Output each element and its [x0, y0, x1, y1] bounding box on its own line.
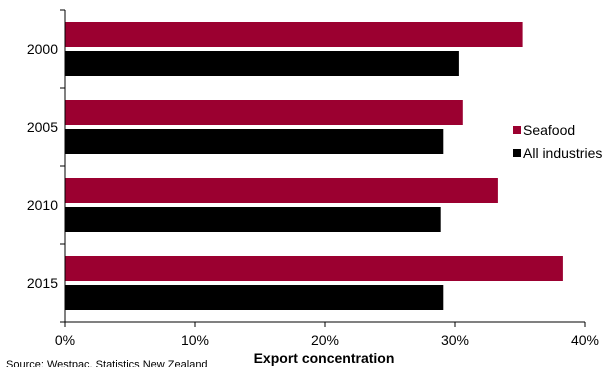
x-tick-label: 10% — [181, 332, 209, 348]
legend-swatch-all-industries — [513, 149, 521, 157]
x-tick-label: 20% — [311, 332, 339, 348]
source-note: Source: Westpac, Statistics New Zealand — [6, 359, 208, 367]
y-tick-label: 2010 — [27, 197, 58, 213]
labels-layer: 2000 2005 2010 2015 0% 10% 20% 30% 40% — [27, 41, 599, 348]
x-axis-title: Export concentration — [254, 350, 395, 366]
y-tick-label: 2000 — [27, 41, 58, 57]
bar-all-industries-2010 — [65, 207, 441, 232]
legend-label-seafood: Seafood — [523, 122, 575, 138]
bar-seafood-2010 — [65, 178, 498, 203]
bar-all-industries-2015 — [65, 285, 444, 310]
axes-layer — [60, 9, 586, 327]
y-tick-label: 2015 — [27, 275, 58, 291]
legend-swatch-seafood — [513, 126, 521, 134]
bar-seafood-2015 — [65, 256, 563, 281]
legend: Seafood All industries — [513, 122, 602, 161]
bar-seafood-2000 — [65, 22, 523, 47]
bar-seafood-2005 — [65, 100, 463, 125]
legend-label-all-industries: All industries — [523, 145, 602, 161]
y-tick-label: 2005 — [27, 119, 58, 135]
x-tick-label: 0% — [55, 332, 75, 348]
bar-all-industries-2005 — [65, 129, 444, 154]
bars-layer — [65, 22, 563, 310]
x-tick-label: 40% — [571, 332, 599, 348]
bar-all-industries-2000 — [65, 51, 459, 76]
x-tick-label: 30% — [441, 332, 469, 348]
